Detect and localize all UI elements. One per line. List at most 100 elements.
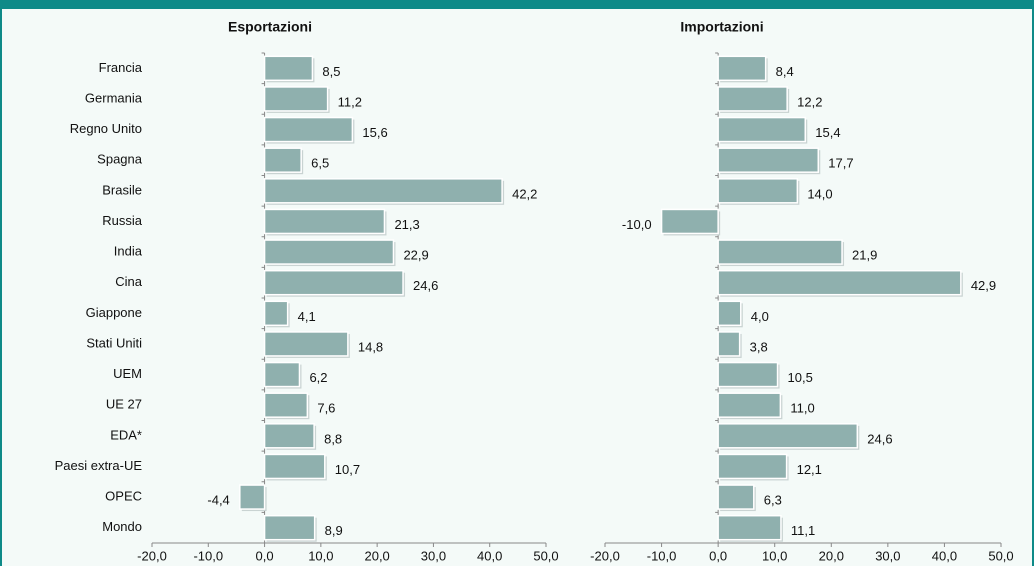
bar: [717, 55, 767, 82]
value-label: 21,9: [852, 248, 877, 263]
value-label: 7,6: [317, 401, 335, 416]
value-label: 10,5: [788, 370, 813, 385]
value-label: 42,9: [971, 278, 996, 293]
x-tick-label: 40,0: [477, 548, 502, 563]
value-label: 22,9: [403, 248, 428, 263]
value-label: 11,2: [338, 94, 362, 109]
bar: [717, 514, 782, 541]
bar: [263, 361, 301, 388]
value-label: 3,8: [750, 339, 768, 354]
bar: [263, 331, 349, 357]
value-label: 17,7: [828, 156, 853, 171]
bar: [717, 361, 779, 388]
x-tick-label: 30,0: [875, 548, 900, 563]
value-label: 4,1: [298, 309, 316, 324]
bar: [717, 453, 788, 480]
category-label: UEM: [113, 366, 142, 381]
category-label: Spagna: [97, 152, 143, 167]
x-tick-label: 0,0: [256, 548, 274, 563]
value-label: -10,0: [622, 217, 652, 232]
value-label: 24,6: [413, 278, 438, 293]
top-band: [0, 0, 1034, 9]
category-label: OPEC: [105, 489, 142, 504]
category-label: Cina: [115, 274, 143, 289]
value-label: 24,6: [867, 431, 892, 446]
category-label: Mondo: [102, 519, 142, 534]
bar: [263, 269, 404, 296]
x-tick-label: -10,0: [193, 548, 223, 563]
value-label: 42,2: [512, 186, 537, 201]
bar: [717, 300, 742, 327]
bar: [717, 331, 741, 357]
x-tick-label: 30,0: [421, 548, 446, 563]
x-tick-label: 40,0: [932, 548, 957, 563]
value-label: 4,0: [751, 309, 769, 324]
category-label: Paesi extra-UE: [55, 458, 143, 473]
bar: [263, 239, 395, 265]
category-label: Francia: [99, 60, 143, 75]
bar: [717, 269, 962, 296]
bar: [263, 116, 354, 143]
bar: [717, 178, 799, 204]
category-label: EDA*: [110, 427, 142, 442]
value-label: 6,2: [309, 370, 327, 385]
bar: [263, 55, 314, 82]
chart-title: Importazioni: [680, 19, 763, 35]
value-label: 6,3: [764, 493, 782, 508]
bar: [717, 116, 807, 143]
value-label: 11,1: [791, 523, 815, 538]
x-tick-label: 10,0: [762, 548, 787, 563]
bar: [263, 86, 329, 112]
x-tick-label: -20,0: [590, 548, 620, 563]
value-label: 8,4: [776, 64, 794, 79]
bar: [717, 147, 820, 173]
category-label: Brasile: [102, 182, 142, 197]
bar: [717, 392, 782, 418]
value-label: 12,1: [797, 462, 822, 477]
bar: [263, 514, 316, 541]
category-label: Regno Unito: [70, 121, 142, 136]
value-label: 10,7: [335, 462, 360, 477]
bar: [660, 208, 719, 235]
value-label: 21,3: [394, 217, 419, 232]
bar: [263, 300, 289, 327]
bar: [717, 484, 755, 510]
x-tick-label: -20,0: [137, 548, 167, 563]
category-label: India: [114, 244, 143, 259]
category-label: Germania: [85, 90, 143, 105]
bar: [263, 208, 386, 235]
value-label: 8,5: [322, 64, 340, 79]
category-label: Russia: [102, 213, 143, 228]
chart-title: Esportazioni: [228, 19, 312, 35]
bar: [717, 86, 788, 112]
bar: [263, 178, 503, 204]
value-label: 14,0: [807, 186, 832, 201]
x-tick-label: 50,0: [533, 548, 558, 563]
value-label: 12,2: [797, 94, 822, 109]
value-label: 14,8: [358, 339, 383, 354]
value-label: 11,0: [790, 401, 814, 416]
x-tick-label: 10,0: [308, 548, 333, 563]
value-label: 8,9: [325, 523, 343, 538]
value-label: 15,6: [362, 125, 387, 140]
bar: [263, 453, 326, 480]
bar: [717, 423, 859, 449]
bar: [717, 239, 843, 265]
bar: [263, 392, 309, 418]
x-tick-label: 50,0: [988, 548, 1013, 563]
value-label: 6,5: [311, 156, 329, 171]
category-label: UE 27: [106, 397, 142, 412]
category-label: Stati Uniti: [86, 335, 142, 350]
bar: [263, 147, 302, 173]
value-label: 8,8: [324, 431, 342, 446]
category-label: Giappone: [86, 305, 142, 320]
value-label: 15,4: [815, 125, 840, 140]
left-border: [0, 0, 2, 566]
bar: [239, 484, 266, 510]
x-tick-label: 20,0: [819, 548, 844, 563]
x-tick-label: -10,0: [647, 548, 677, 563]
bar: [263, 423, 315, 449]
x-tick-label: 0,0: [709, 548, 727, 563]
right-border: [1032, 0, 1034, 566]
